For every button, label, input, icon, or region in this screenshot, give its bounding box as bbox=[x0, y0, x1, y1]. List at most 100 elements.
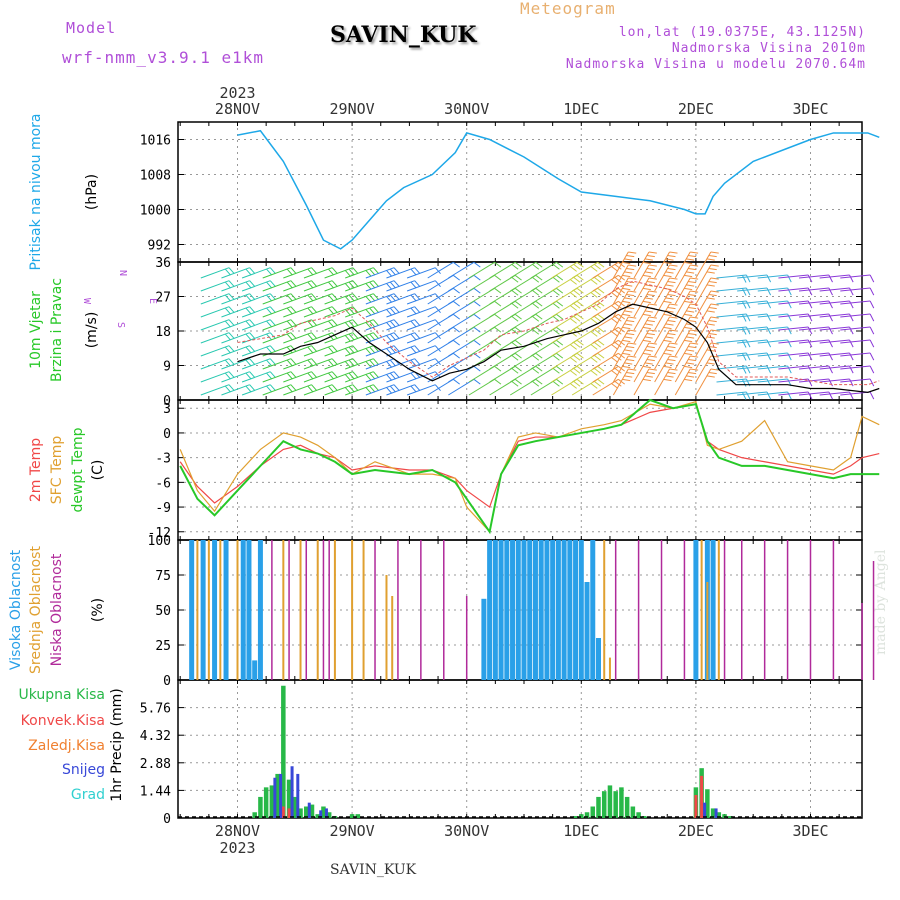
wind-barb-flag bbox=[626, 345, 635, 349]
wind-barb bbox=[468, 365, 502, 383]
wind-barb bbox=[221, 267, 256, 279]
wind-barb-flag bbox=[453, 287, 460, 294]
wind-barb bbox=[737, 287, 772, 296]
wind-barb bbox=[489, 339, 522, 357]
wind-barb-shaft bbox=[386, 319, 415, 331]
wind-barb-flag bbox=[307, 359, 314, 367]
wind-barb-flag bbox=[573, 264, 581, 270]
wind-barb-flag bbox=[576, 326, 584, 333]
wind-barb-flag bbox=[741, 353, 747, 361]
wind-barb bbox=[406, 306, 441, 318]
wind-barb-flag bbox=[249, 371, 256, 379]
wind-barb bbox=[489, 261, 522, 279]
wind-barb-flag bbox=[590, 331, 598, 337]
wind-barb bbox=[386, 306, 421, 318]
wind-barb bbox=[716, 287, 751, 296]
wind-barb-flag bbox=[494, 261, 502, 268]
wind-barb-flag bbox=[667, 371, 676, 375]
wind-barb-flag bbox=[684, 274, 693, 278]
precip-bar bbox=[319, 810, 323, 818]
wind-barb bbox=[592, 378, 626, 396]
wind-barb-flag bbox=[622, 352, 631, 356]
wind-barb-flag bbox=[532, 316, 540, 322]
wind-barb-flag bbox=[745, 339, 751, 348]
wind-barb bbox=[737, 391, 772, 400]
wind-barb-shaft bbox=[612, 316, 629, 344]
cloud-bar bbox=[299, 540, 302, 680]
wind-barb bbox=[427, 339, 460, 357]
wind-barb-flag bbox=[556, 352, 564, 359]
wind-barb bbox=[241, 345, 276, 357]
wind-barb-flag bbox=[410, 320, 417, 328]
precip-bar bbox=[315, 814, 320, 818]
wind-barb-flag bbox=[511, 329, 519, 335]
wind-barb bbox=[674, 368, 699, 396]
wind-barb bbox=[737, 365, 772, 374]
y-tick-label: 1016 bbox=[140, 134, 171, 149]
wind-barb-flag bbox=[535, 326, 543, 333]
wind-barb bbox=[819, 300, 854, 309]
wind-barb-flag bbox=[393, 280, 400, 288]
wind-barb bbox=[365, 306, 400, 318]
wind-barb bbox=[551, 352, 584, 370]
wind-barb bbox=[509, 313, 543, 331]
wind-barb bbox=[778, 313, 813, 322]
wind-barb-flag bbox=[642, 378, 651, 382]
wind-barb-flag bbox=[352, 358, 359, 366]
footer-station: SAVIN_KUK bbox=[330, 862, 417, 878]
wind-barb-flag bbox=[663, 378, 672, 382]
wind-barb-shaft bbox=[262, 280, 292, 292]
wind-barb-shaft bbox=[633, 342, 650, 370]
wind-barb-shaft bbox=[778, 391, 809, 396]
temp-2m-title: 2m Temp bbox=[28, 438, 44, 502]
wind-barb bbox=[612, 290, 637, 318]
wind-barb bbox=[819, 352, 854, 361]
model-elevation-label: Nadmorska Visina u modelu 2070.64m bbox=[565, 57, 866, 72]
wind-barb-flag bbox=[369, 281, 376, 289]
wind-barb-flag bbox=[597, 274, 605, 281]
wind-barb-shaft bbox=[551, 261, 578, 279]
wind-barb-flag bbox=[828, 287, 833, 296]
wind-barb-flag bbox=[307, 294, 314, 302]
wind-barb-flag bbox=[869, 300, 875, 309]
cloud-bar bbox=[219, 540, 222, 680]
cloud-bar bbox=[240, 540, 246, 680]
wind-barb-flag bbox=[569, 383, 577, 389]
wind-barb bbox=[695, 264, 719, 292]
x-tick-label-top: 29NOV bbox=[330, 100, 375, 118]
wind-barb-flag bbox=[344, 387, 351, 394]
wind-barb-flag bbox=[290, 306, 297, 314]
wind-barb-flag bbox=[745, 313, 751, 322]
wind-barb-shaft bbox=[840, 339, 871, 344]
wind-barb-flag bbox=[646, 267, 655, 271]
wind-barb-flag bbox=[611, 357, 619, 363]
wind-barb-shaft bbox=[406, 267, 436, 279]
wind-barb-flag bbox=[590, 292, 598, 298]
wind-barb-flag bbox=[453, 274, 460, 281]
wind-barb bbox=[737, 313, 772, 322]
wind-barb-shaft bbox=[324, 371, 353, 383]
wind-barb-flag bbox=[556, 378, 564, 385]
wind-barb bbox=[654, 355, 678, 383]
wind-barb bbox=[674, 290, 699, 318]
wind-barb bbox=[489, 378, 522, 396]
wind-barb-flag bbox=[688, 254, 697, 258]
wind-barb-shaft bbox=[654, 290, 671, 318]
wind-barb-flag bbox=[290, 384, 297, 392]
wind-barb bbox=[489, 326, 522, 344]
wind-barb-shaft bbox=[633, 290, 650, 318]
wind-barb-flag bbox=[511, 303, 519, 309]
wind-barb bbox=[633, 251, 657, 279]
wind-barb bbox=[798, 287, 833, 296]
wind-barb bbox=[612, 303, 637, 331]
wind-barb-shaft bbox=[303, 345, 333, 357]
wind-barb-flag bbox=[741, 301, 747, 309]
wind-barb bbox=[716, 391, 751, 400]
wind-barb bbox=[840, 326, 875, 335]
wind-barb-flag bbox=[249, 293, 256, 301]
cloud-bar bbox=[832, 540, 835, 680]
wind-barb-shaft bbox=[695, 264, 712, 292]
wind-barb-shaft bbox=[819, 274, 850, 279]
wind-barb-shaft bbox=[386, 280, 415, 292]
wind-barb-flag bbox=[389, 307, 396, 315]
